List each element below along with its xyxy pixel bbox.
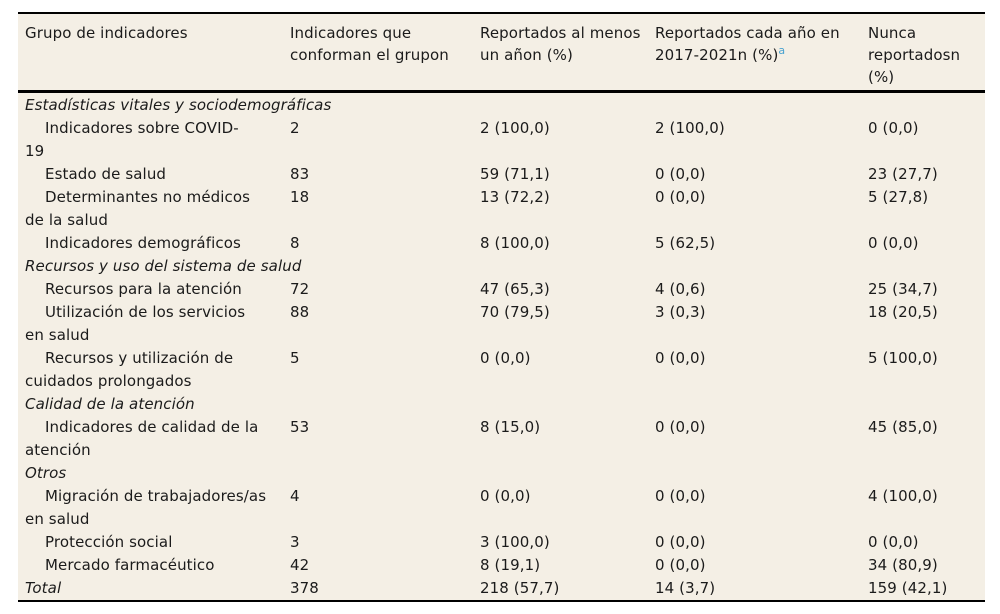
row-label: Recursos y utilización de cuidados prolo… [25,349,234,390]
table-row: Migración de trabajadores/as en salud 4 … [18,485,985,531]
column-header-reported-yearly: Reportados cada año en 2017-2021n (%)a [648,13,861,93]
cell-value: 0 (0,0) [655,556,706,574]
cell-value: 0 (0,0) [868,234,919,252]
cell-value: 23 (27,7) [868,165,938,183]
row-label: Recursos para la atención [45,280,242,298]
cell-value: 2 (100,0) [480,119,550,137]
cell-value: 8 [290,234,300,252]
cell-value: 8 (100,0) [480,234,550,252]
cell-value: 0 (0,0) [655,487,706,505]
section-row: Otros [18,462,985,485]
row-label: Indicadores de calidad de la atención [25,418,259,459]
table-row: Estado de salud 83 59 (71,1) 0 (0,0) 23 … [18,163,985,186]
cell-value: 13 (72,2) [480,188,550,206]
cell-value: 159 (42,1) [868,579,948,597]
cell-value: 218 (57,7) [480,579,560,597]
cell-value: 0 (0,0) [480,349,531,367]
table-row: Mercado farmacéutico 42 8 (19,1) 0 (0,0)… [18,554,985,577]
cell-value: 59 (71,1) [480,165,550,183]
cell-value: 5 (100,0) [868,349,938,367]
cell-value: 53 [290,418,310,436]
cell-value: 2 (100,0) [655,119,725,137]
row-label: Total [25,579,62,597]
cell-value: 0 (0,0) [868,533,919,551]
cell-value: 83 [290,165,310,183]
section-label: Otros [25,464,67,482]
cell-value: 42 [290,556,310,574]
cell-value: 4 [290,487,300,505]
cell-value: 3 (0,3) [655,303,706,321]
cell-value: 0 (0,0) [480,487,531,505]
table-row: Recursos para la atención 72 47 (65,3) 4… [18,278,985,301]
row-label: Migración de trabajadores/as en salud [25,487,267,528]
column-header-reported-once: Reportados al menos un añon (%) [473,13,648,93]
section-row: Estadísticas vitales y sociodemográficas [18,92,985,118]
column-header-group: Grupo de indicadores [18,13,283,93]
footnote-marker-a: a [778,44,786,57]
indicators-table-container: Grupo de indicadores Indicadores que con… [18,12,985,602]
table-row: Utilización de los servicios en salud 88… [18,301,985,347]
column-header-count: Indicadores que conforman el grupon [283,13,473,93]
cell-value: 18 [290,188,310,206]
cell-value: 0 (0,0) [655,165,706,183]
row-label: Indicadores demográficos [45,234,241,252]
table-header: Grupo de indicadores Indicadores que con… [18,13,985,93]
cell-value: 72 [290,280,310,298]
cell-value: 14 (3,7) [655,579,716,597]
cell-value: 8 (19,1) [480,556,541,574]
column-header-never-reported: Nunca reportadosn (%) [861,13,985,93]
cell-value: 0 (0,0) [868,119,919,137]
column-header-label: Reportados cada año en 2017-2021n (%) [655,24,840,64]
row-label: Estado de salud [45,165,167,183]
column-header-label: Nunca reportadosn (%) [868,24,961,86]
cell-value: 47 (65,3) [480,280,550,298]
table-row: Indicadores demográficos 8 8 (100,0) 5 (… [18,232,985,255]
cell-value: 8 (15,0) [480,418,541,436]
section-label: Recursos y uso del sistema de salud [25,257,302,275]
cell-value: 5 [290,349,300,367]
cell-value: 4 (100,0) [868,487,938,505]
table-body: Estadísticas vitales y sociodemográficas… [18,92,985,602]
cell-value: 2 [290,119,300,137]
row-label: Mercado farmacéutico [45,556,215,574]
results-table: Grupo de indicadores Indicadores que con… [18,12,985,602]
cell-value: 0 (0,0) [655,188,706,206]
cell-value: 88 [290,303,310,321]
section-row: Recursos y uso del sistema de salud [18,255,985,278]
row-label: Determinantes no médicos de la salud [25,188,251,229]
cell-value: 0 (0,0) [655,533,706,551]
cell-value: 70 (79,5) [480,303,550,321]
total-row: Total 378 218 (57,7) 14 (3,7) 159 (42,1) [18,577,985,601]
cell-value: 4 (0,6) [655,280,706,298]
column-header-label: Reportados al menos un añon (%) [480,24,641,64]
table-row: Recursos y utilización de cuidados prolo… [18,347,985,393]
row-label: Protección social [45,533,173,551]
cell-value: 25 (34,7) [868,280,938,298]
cell-value: 0 (0,0) [655,349,706,367]
row-label: Indicadores sobre COVID- 19 [25,119,239,160]
cell-value: 378 [290,579,319,597]
cell-value: 45 (85,0) [868,418,938,436]
table-row: Indicadores sobre COVID- 19 2 2 (100,0) … [18,117,985,163]
cell-value: 34 (80,9) [868,556,938,574]
cell-value: 5 (27,8) [868,188,929,206]
cell-value: 0 (0,0) [655,418,706,436]
table-row: Determinantes no médicos de la salud 18 … [18,186,985,232]
column-header-label: Grupo de indicadores [25,24,188,42]
cell-value: 18 (20,5) [868,303,938,321]
row-label: Utilización de los servicios en salud [25,303,246,344]
section-label: Calidad de la atención [25,395,195,413]
column-header-label: Indicadores que conforman el grupon [290,24,449,64]
table-row: Indicadores de calidad de la atención 53… [18,416,985,462]
cell-value: 3 (100,0) [480,533,550,551]
header-row: Grupo de indicadores Indicadores que con… [18,13,985,93]
section-label: Estadísticas vitales y sociodemográficas [25,96,332,114]
cell-value: 3 [290,533,300,551]
section-row: Calidad de la atención [18,393,985,416]
table-row: Protección social 3 3 (100,0) 0 (0,0) 0 … [18,531,985,554]
cell-value: 5 (62,5) [655,234,716,252]
